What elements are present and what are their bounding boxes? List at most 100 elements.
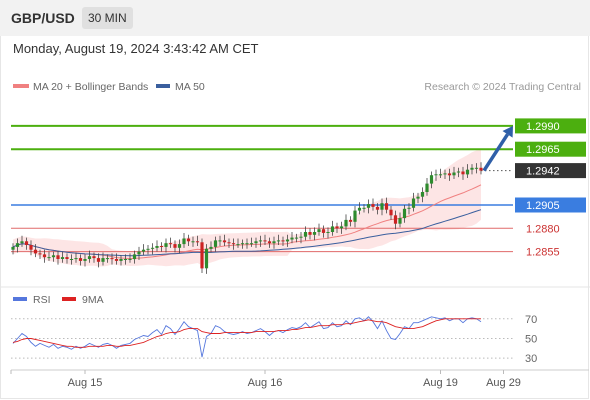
candle-body — [294, 237, 299, 239]
candle — [276, 234, 281, 246]
candle-body — [92, 256, 96, 259]
candle — [65, 253, 69, 264]
candle-body — [119, 259, 123, 261]
candle — [330, 220, 335, 236]
candle — [15, 238, 20, 253]
candle — [366, 199, 371, 214]
candle — [191, 236, 195, 247]
x-axis-ticks — [10, 370, 504, 374]
candle-body — [146, 248, 150, 250]
candle — [146, 245, 150, 255]
candle — [218, 235, 222, 246]
candle — [204, 244, 209, 274]
candle-body — [281, 240, 285, 242]
candle-body — [411, 198, 416, 208]
candle — [389, 205, 393, 220]
candle — [11, 243, 15, 255]
candle-body — [168, 243, 173, 245]
candle — [267, 237, 272, 248]
candle-body — [51, 255, 56, 258]
candle-body — [362, 207, 366, 209]
candle — [92, 252, 96, 263]
candle — [461, 166, 465, 180]
candle — [114, 253, 119, 265]
candle — [285, 234, 290, 247]
candle-body — [353, 210, 357, 222]
candle — [402, 205, 407, 223]
candle-body — [20, 241, 24, 244]
legend-9ma-label: 9MA — [82, 294, 104, 306]
candle — [416, 192, 420, 204]
rsi-9ma-line — [12, 318, 481, 348]
candle — [110, 253, 114, 265]
candle — [236, 238, 240, 248]
candle — [375, 203, 380, 215]
x-tick-aug-29: Aug 29 — [486, 377, 521, 389]
candle-body — [438, 174, 443, 176]
candle — [245, 238, 249, 249]
candle-body — [357, 207, 362, 211]
candle — [209, 241, 213, 253]
candle — [56, 250, 60, 265]
candle — [272, 236, 276, 249]
candle-body — [254, 241, 258, 244]
candle — [60, 251, 65, 263]
candle-body — [24, 241, 29, 245]
candle-body — [240, 243, 245, 245]
candle — [398, 212, 402, 228]
level-label-current: 1.2942 — [515, 163, 586, 179]
candle — [263, 234, 267, 246]
level-label-resistance-1: 1.2965 — [515, 141, 586, 157]
level-value-1-2855: 1.2855 — [526, 247, 560, 259]
candle-body — [60, 257, 65, 259]
level-value-1-2905: 1.2905 — [526, 200, 560, 212]
candle-body — [384, 203, 389, 210]
candle-body — [159, 246, 164, 247]
candle — [24, 237, 29, 250]
candle-body — [83, 259, 87, 261]
candle-body — [263, 240, 267, 242]
candle-body — [389, 209, 393, 216]
ma50-line — [12, 209, 482, 257]
candle-body — [137, 251, 141, 255]
chart-datetime: Monday, August 19, 2024 3:43:42 AM CET — [13, 41, 259, 56]
candle-body — [290, 237, 294, 240]
candle — [200, 238, 204, 273]
candle-body — [186, 238, 191, 242]
candle-body — [245, 243, 249, 245]
timeframe-badge[interactable]: 30 MIN — [82, 7, 133, 29]
candle — [317, 223, 321, 236]
candle — [182, 232, 186, 248]
candle — [101, 252, 105, 266]
candle — [321, 225, 326, 238]
legend-rsi-label: RSI — [33, 294, 51, 306]
legend-ma20-swatch — [13, 84, 29, 88]
legend-ma20-label: MA 20 + Bollinger Bands — [33, 81, 148, 93]
candle-body — [429, 175, 434, 184]
candle — [159, 242, 164, 252]
candle-body — [393, 215, 398, 224]
candle — [105, 254, 110, 263]
candle — [393, 210, 398, 230]
candle-body — [33, 249, 38, 254]
candle — [168, 237, 173, 248]
candle — [258, 235, 263, 247]
rsi-grid — [11, 318, 513, 359]
candle-body — [69, 259, 74, 260]
level-value-1-2965: 1.2965 — [526, 144, 560, 156]
candle-body — [38, 253, 42, 255]
candle — [177, 239, 182, 254]
candle-body — [11, 246, 15, 250]
candle-body — [132, 254, 137, 260]
candle-body — [321, 229, 326, 233]
candle — [434, 169, 438, 181]
candle — [132, 250, 137, 264]
candle-body — [402, 208, 407, 219]
chart-frame — [0, 36, 589, 399]
candle — [38, 249, 42, 260]
currency-pair-title: GBP/USD — [11, 10, 75, 26]
candle-body — [348, 219, 353, 222]
candle — [119, 255, 123, 266]
candle-body — [236, 244, 240, 246]
